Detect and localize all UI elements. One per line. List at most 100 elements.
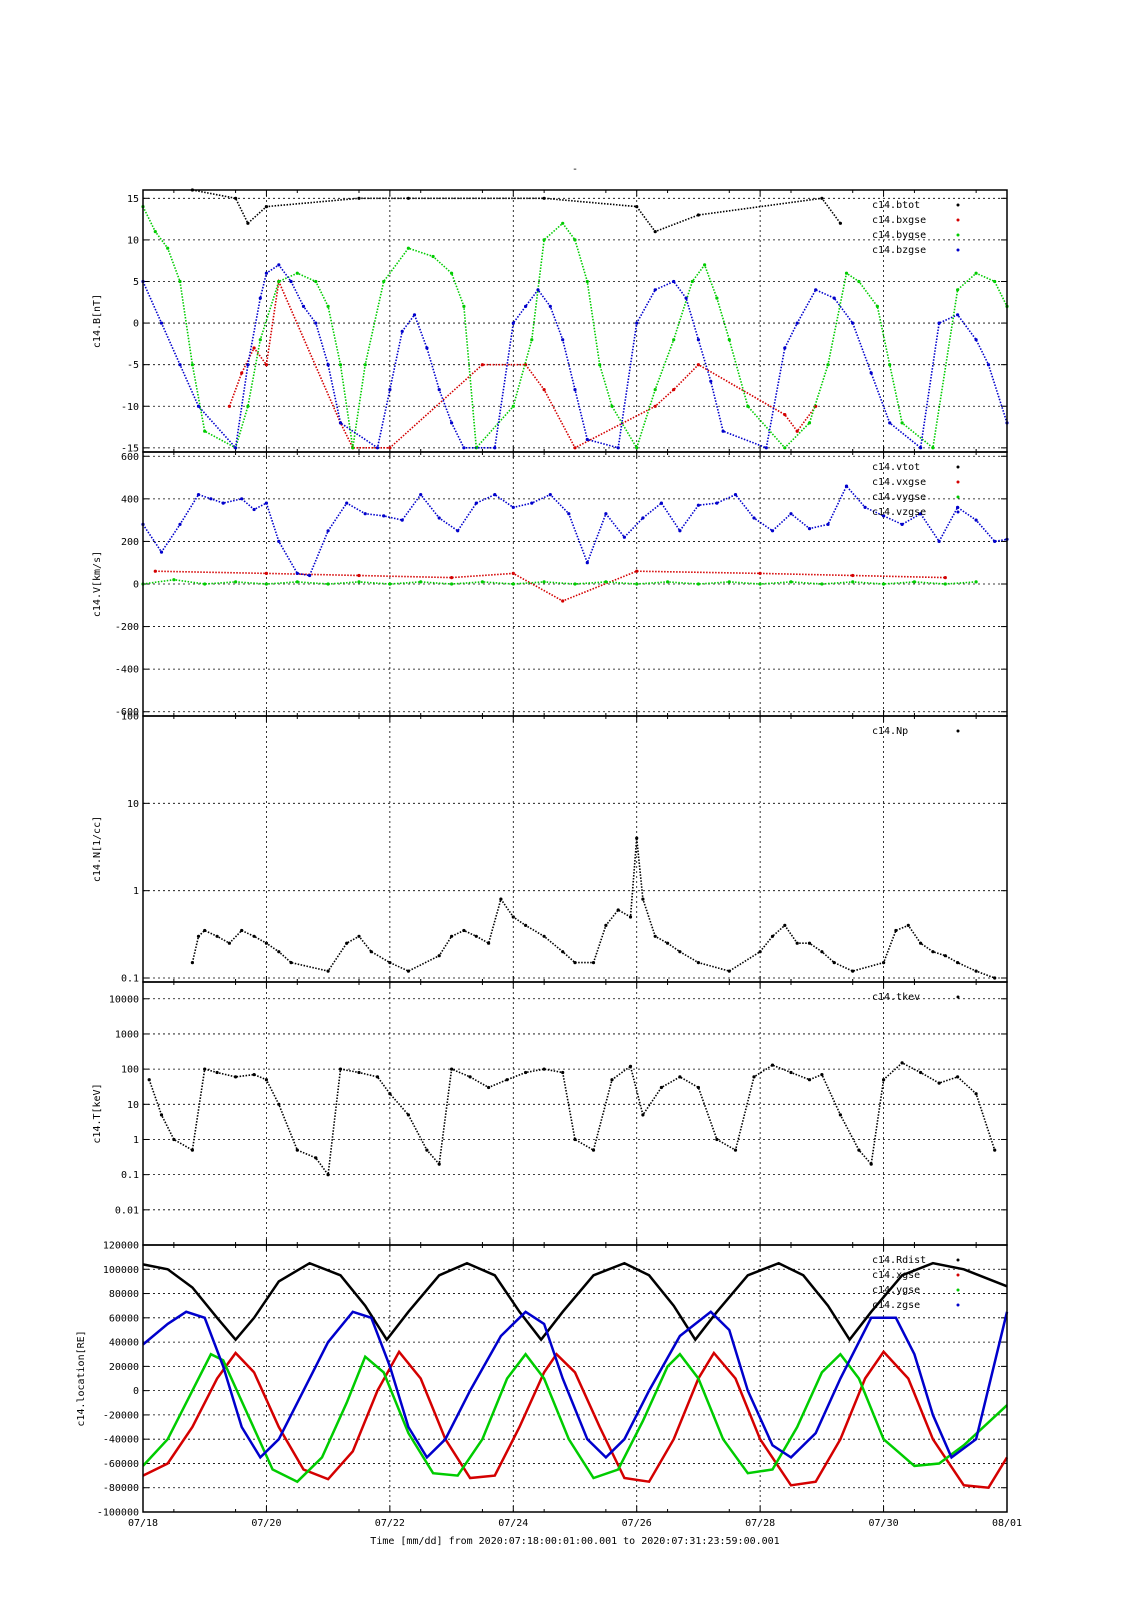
data-point [234,446,238,450]
y-tick-label: 0.1 [121,974,139,985]
data-point [240,371,244,375]
y-tick-label: -40000 [103,1435,139,1446]
data-point [357,580,361,584]
data-point [406,246,410,250]
y-tick-label: 60000 [109,1313,139,1324]
data-point [561,338,565,342]
data-point [203,928,207,933]
data-point [542,238,546,242]
data-point [480,363,484,367]
data-point [974,271,978,275]
series-line [142,1352,1008,1484]
data-point [943,576,947,580]
data-point [209,497,213,501]
data-point [635,569,639,573]
data-point [628,1064,633,1068]
data-point [875,304,880,308]
data-point [258,296,262,300]
data-point [314,1156,318,1160]
y-tick-label: 100 [121,1065,139,1076]
data-point [357,573,361,578]
data-point [659,1085,664,1090]
data-point [295,580,299,584]
data-point [604,923,608,928]
data-point [820,582,824,586]
data-point [993,976,997,980]
data-point [635,321,639,325]
data-point [678,529,682,533]
data-point [882,1078,886,1082]
y-tick-label: 15 [127,194,139,205]
data-point [357,196,361,200]
data-point [641,1113,645,1117]
data-point [406,196,410,200]
data-point [919,941,923,945]
legend-marker [956,1258,960,1262]
data-point [234,580,238,584]
data-point [493,493,497,497]
data-point [215,1070,219,1075]
data-point [869,371,873,375]
data-point [511,571,515,576]
y-tick-label: 0 [133,1386,139,1397]
data-point [807,421,812,425]
data-point [542,1067,546,1071]
legend-label: c14.Np [872,726,908,737]
data-point [462,928,466,933]
data-point [783,923,787,928]
data-point [888,363,892,367]
legend-marker [956,480,960,484]
data-point [493,446,497,450]
data-point [653,388,657,392]
data-point [857,1148,861,1152]
y-tick-label: -5 [127,360,139,371]
series-c14.vxgse [153,569,947,603]
data-point [653,934,657,938]
data-point [178,279,182,284]
data-point [246,363,250,367]
y-tick-label: 200 [121,537,139,548]
series-trace [148,1061,996,1177]
data-point [382,279,386,284]
data-point [678,1075,682,1079]
y-tick-label: -100000 [97,1508,139,1519]
data-point [956,961,960,965]
data-point [450,271,454,275]
data-point [696,213,701,217]
data-point [277,263,281,267]
data-point [727,338,731,342]
data-point [974,580,978,584]
data-point [882,582,886,586]
x-tick-label: 07/22 [375,1518,405,1529]
y-tick-label: 1 [133,1135,139,1146]
data-point [604,512,608,516]
y-tick-label: 400 [121,494,139,505]
data-point [900,421,904,425]
data-point [215,934,219,938]
series-trace [142,206,1008,450]
data-point [610,1078,614,1082]
data-point [770,934,775,938]
data-point [159,321,164,325]
data-point [641,897,645,901]
y-tick-label: 100000 [103,1265,139,1276]
data-point [172,1137,176,1142]
y-tick-label: 10 [127,235,139,246]
data-point [672,279,676,284]
data-point [974,1092,978,1096]
series-trace [155,570,946,602]
data-point [573,388,577,392]
y-tick-label: 5 [133,277,139,288]
data-point [548,304,552,308]
data-point [511,404,515,408]
data-point [437,516,441,520]
data-point [783,446,787,450]
data-point [851,573,855,578]
data-point [227,941,231,945]
data-point [487,941,491,945]
data-point [190,961,194,965]
data-point [807,527,812,531]
legend-marker [956,495,960,499]
data-point [727,580,731,584]
